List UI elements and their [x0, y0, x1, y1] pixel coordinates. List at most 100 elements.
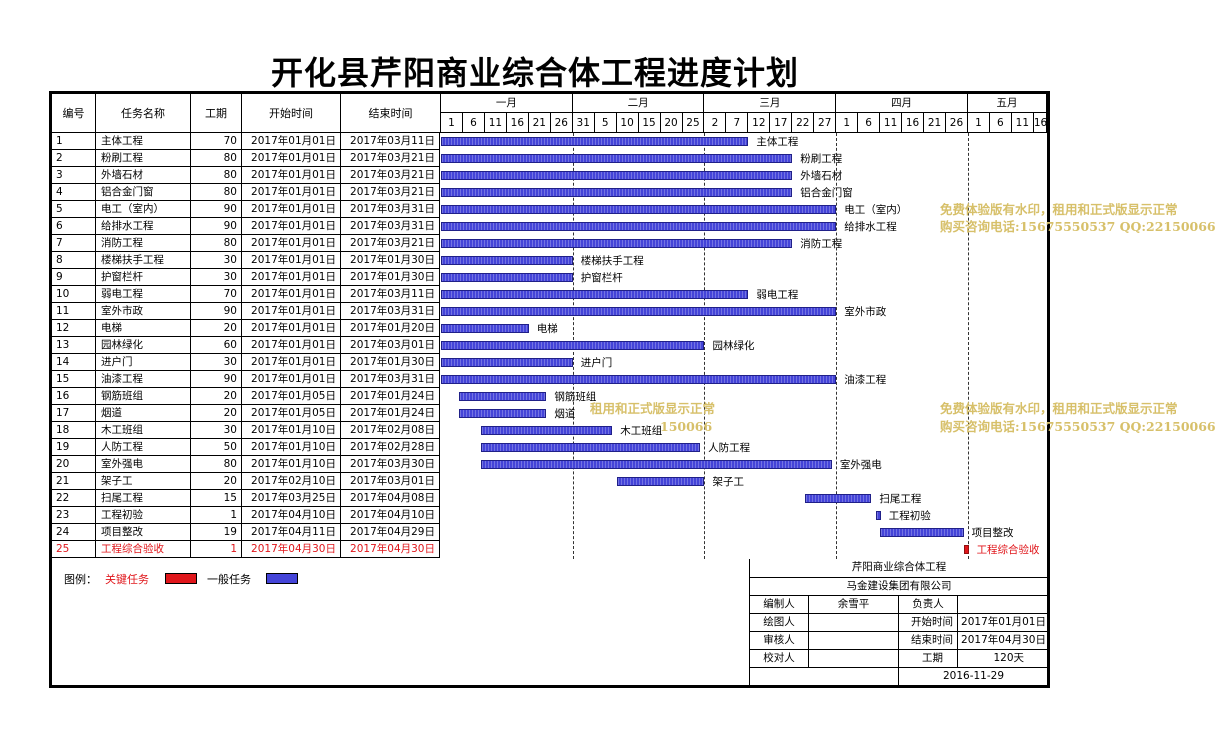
title-block: 芹阳商业综合体工程 马金建设集团有限公司 编制人 余雪平 负责人 绘图人 开始时… [749, 559, 1048, 685]
day-tick: 21 [528, 113, 551, 133]
gantt-bar-label: 给排水工程 [844, 221, 897, 233]
tb-checked-value [809, 650, 899, 667]
task-start: 2017年01月01日 [242, 218, 341, 235]
day-tick: 12 [748, 113, 771, 133]
day-tick: 1 [967, 113, 990, 133]
tb-start-label: 开始时间 [899, 614, 958, 631]
day-tick: 16 [902, 113, 925, 133]
task-end: 2017年03月30日 [341, 456, 440, 473]
task-duration: 30 [191, 354, 242, 371]
day-tick: 6 [989, 113, 1012, 133]
task-id: 5 [52, 201, 96, 218]
gantt-bar-label: 粉刷工程 [800, 153, 843, 165]
task-name: 弱电工程 [96, 286, 191, 303]
gantt-bar-label: 室外强电 [839, 459, 882, 471]
task-duration: 1 [191, 541, 242, 558]
task-start: 2017年01月01日 [242, 252, 341, 269]
task-end: 2017年03月31日 [341, 218, 440, 235]
task-name: 木工班组 [96, 422, 191, 439]
tb-prepared-label: 编制人 [750, 596, 809, 613]
tb-drawn-value [809, 614, 899, 631]
month-header: 四月 [836, 94, 968, 113]
gantt-bar-label: 电梯 [536, 323, 558, 335]
task-end: 2017年03月31日 [341, 371, 440, 388]
task-end: 2017年03月31日 [341, 303, 440, 320]
task-end: 2017年03月21日 [341, 167, 440, 184]
tb-row-reviewed: 审核人 结束时间 2017年04月30日 [750, 631, 1048, 649]
task-name: 架子工 [96, 473, 191, 490]
legend-title: 图例： [64, 573, 97, 586]
task-duration: 15 [191, 490, 242, 507]
gantt-bar [480, 443, 701, 452]
tb-responsible-value [958, 596, 1048, 613]
gantt-bar [441, 256, 573, 265]
gantt-bar [616, 477, 705, 486]
day-tick: 6 [462, 113, 485, 133]
gantt-bar [441, 324, 529, 333]
watermark-line2: 购买咨询电话:15675550537 QQ:22150066 [940, 219, 1216, 234]
task-name: 烟道 [96, 405, 191, 422]
day-tick: 17 [770, 113, 793, 133]
day-tick: 2 [704, 113, 727, 133]
task-name: 扫尾工程 [96, 490, 191, 507]
task-name: 楼梯扶手工程 [96, 252, 191, 269]
watermark-fragment: 租用和正式版显示正常 [590, 401, 716, 416]
gantt-chart: 一月 1 6 11 16 21 26 二月 31 5 10 15 20 25 三月 2 7 12 17 22 27 四月 1… [441, 94, 1047, 559]
gantt-bar-label: 架子工 [712, 476, 744, 488]
task-start: 2017年01月10日 [242, 456, 341, 473]
gantt-bar-label: 工程初验 [888, 510, 931, 522]
gantt-bar-label: 消防工程 [800, 238, 843, 250]
gantt-bar-label: 电工（室内） [844, 204, 908, 216]
task-end: 2017年03月31日 [341, 201, 440, 218]
task-id: 15 [52, 371, 96, 388]
task-start: 2017年01月01日 [242, 201, 341, 218]
gantt-bar [441, 222, 837, 231]
task-end: 2017年04月10日 [341, 507, 440, 524]
task-end: 2017年02月08日 [341, 422, 440, 439]
task-end: 2017年02月28日 [341, 439, 440, 456]
task-name: 工程综合验收 [96, 541, 191, 558]
watermark-line1: 免费体验版有水印，租用和正式版显示正常 [940, 401, 1178, 416]
task-end: 2017年04月30日 [341, 541, 440, 558]
task-name: 铝合金门窗 [96, 184, 191, 201]
header-start: 开始时间 [242, 94, 341, 133]
gantt-bar [441, 171, 793, 180]
task-end: 2017年01月24日 [341, 388, 440, 405]
tb-row-checked: 校对人 工期 120天 [750, 649, 1048, 667]
task-id: 18 [52, 422, 96, 439]
gantt-bar [441, 358, 573, 367]
task-id: 20 [52, 456, 96, 473]
gantt-bar-label: 园林绿化 [712, 340, 755, 352]
gantt-bar [458, 392, 547, 401]
day-tick: 11 [880, 113, 903, 133]
gantt-bar-label: 木工班组 [620, 425, 663, 437]
gantt-bar-label: 外墙石材 [800, 170, 843, 182]
task-end: 2017年03月01日 [341, 473, 440, 490]
task-id: 21 [52, 473, 96, 490]
task-duration: 20 [191, 320, 242, 337]
task-id: 19 [52, 439, 96, 456]
task-name: 工程初验 [96, 507, 191, 524]
task-id: 8 [52, 252, 96, 269]
task-id: 12 [52, 320, 96, 337]
gantt-bar-label: 项目整改 [971, 527, 1014, 539]
task-start: 2017年01月05日 [242, 388, 341, 405]
task-id: 2 [52, 150, 96, 167]
task-name: 室外市政 [96, 303, 191, 320]
gantt-bar-label: 铝合金门窗 [800, 187, 853, 199]
task-name: 主体工程 [96, 133, 191, 150]
task-id: 7 [52, 235, 96, 252]
task-end: 2017年03月21日 [341, 150, 440, 167]
task-id: 23 [52, 507, 96, 524]
gantt-bar [441, 205, 837, 214]
task-name: 护窗栏杆 [96, 269, 191, 286]
gantt-bar [441, 137, 749, 146]
day-tick: 27 [814, 113, 837, 133]
task-duration: 80 [191, 184, 242, 201]
task-duration: 80 [191, 456, 242, 473]
gantt-bar [880, 528, 964, 537]
task-name: 人防工程 [96, 439, 191, 456]
legend-critical-swatch [165, 573, 197, 584]
task-duration: 80 [191, 235, 242, 252]
day-tick: 11 [484, 113, 507, 133]
